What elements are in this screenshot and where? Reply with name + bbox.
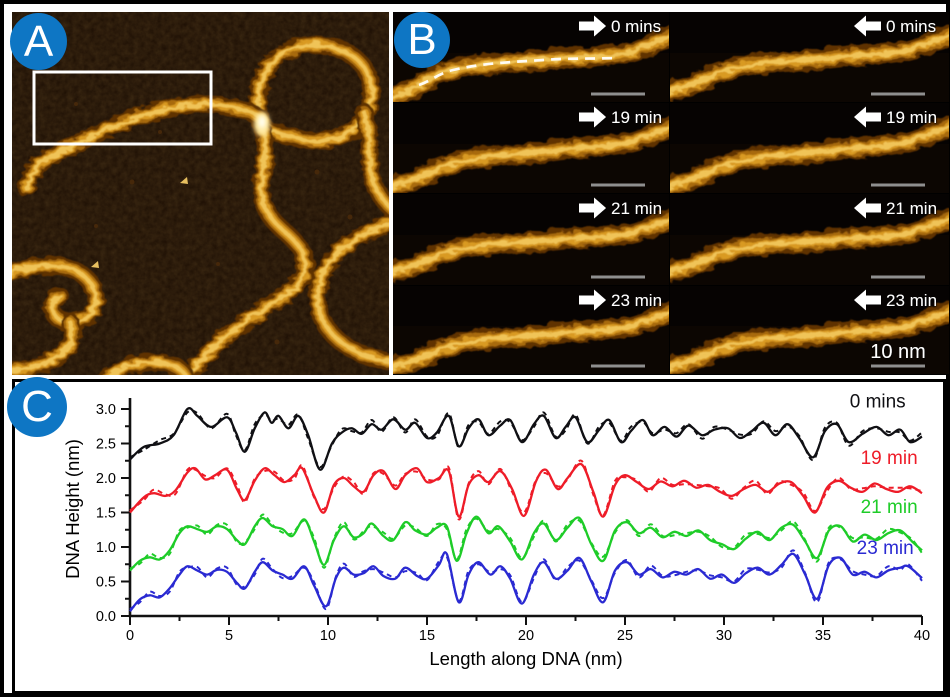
- afm-frame-19min-retrace: 19 min: [654, 103, 950, 198]
- dna-strand: [384, 307, 680, 371]
- y-tick-label: 0.5: [96, 575, 116, 591]
- measured-contour-dashed-line: [418, 56, 618, 87]
- x-tick-label: 5: [225, 628, 233, 644]
- afm-frame-image: 23 min: [376, 286, 688, 379]
- panel-a-afm-overview: [0, 12, 405, 397]
- y-tick-label: 1.0: [96, 540, 116, 556]
- background-specks: [74, 102, 353, 345]
- afm-frame-19min-trace: 19 min: [377, 103, 688, 198]
- afm-frame-image: 19 min: [377, 103, 688, 198]
- x-tick-label: 0: [126, 628, 134, 644]
- afm-frame-23min-retrace: 23 min 10 nm: [653, 286, 950, 379]
- series-19-min-dashed: [129, 459, 923, 521]
- series-0-mins-dashed: [129, 409, 923, 468]
- series-21-min-solid: [129, 515, 923, 572]
- series-label-19-min: 19 min: [861, 448, 918, 469]
- y-tick-label: 1.5: [96, 506, 116, 522]
- dna-strand-group: [653, 300, 950, 379]
- afm-frame-image: 0 mins: [653, 12, 950, 103]
- x-tick-label: 30: [716, 628, 732, 644]
- panel-label-c: C: [7, 377, 67, 437]
- x-tick-label: 15: [419, 628, 435, 644]
- dna-strand: [385, 122, 679, 190]
- y-tick-label: 2.5: [96, 437, 116, 453]
- arrow-right-icon: [579, 289, 606, 311]
- time-label: 19 min: [611, 108, 662, 127]
- x-axis-title: Length along DNA (nm): [429, 648, 622, 669]
- arrow-right-icon: [579, 106, 606, 128]
- dna-strand: [661, 308, 950, 371]
- arrow-left-icon: [854, 106, 881, 128]
- dna-strand-group: [653, 24, 950, 103]
- panel-label-a: A: [10, 13, 67, 70]
- afm-overview-image: [0, 12, 405, 397]
- time-label: 23 min: [611, 291, 662, 310]
- axis-ticks: [121, 408, 923, 625]
- x-tick-label: 25: [617, 628, 633, 644]
- dna-strand: [661, 32, 950, 95]
- x-tick-label: 35: [815, 628, 831, 644]
- series-0-mins-solid: [129, 407, 923, 471]
- time-label: 0 mins: [886, 17, 936, 36]
- dna-strand: [315, 220, 396, 364]
- panel-label-b: B: [394, 12, 450, 68]
- afm-frame-image: 19 min: [654, 103, 950, 198]
- time-label: 0 mins: [611, 17, 661, 36]
- dna-strand-group: [376, 207, 688, 283]
- y-tick-label: 0.0: [96, 609, 116, 625]
- dna-strand: [178, 130, 308, 388]
- panel-label-a-text: A: [23, 16, 54, 66]
- arrow-right-icon: [579, 197, 606, 219]
- arrow-left-icon: [854, 289, 881, 311]
- series-label-0-mins: 0 mins: [850, 392, 906, 413]
- time-label: 21 min: [611, 199, 662, 218]
- dna-strand-group: [653, 207, 950, 283]
- panel-label-c-text: C: [21, 382, 53, 431]
- series-label-21-min: 21 min: [861, 497, 918, 518]
- arrow-left-icon: [854, 15, 881, 37]
- panel-b-afm-timeseries: 0 mins 0 mins 19 min 19 min 21 min 21 min 23 m…: [376, 12, 950, 379]
- dna-strand: [4, 263, 98, 325]
- dna-strand-group: [377, 114, 688, 198]
- y-tick-label: 2.0: [96, 471, 116, 487]
- time-label: 23 min: [886, 291, 937, 310]
- afm-frame-0mins-retrace: 0 mins: [653, 12, 950, 103]
- dna-strand: [256, 42, 374, 144]
- time-label: 21 min: [886, 199, 937, 218]
- dna-strand: [6, 320, 75, 373]
- afm-frame-23min-trace: 23 min: [376, 286, 688, 379]
- panel-c-height-profile-chart: 0 5 10 15 20 25 30 35 40 0.0 0.5 1.0 1.5 2.0 2.5 3.0 Len…: [12, 379, 946, 694]
- afm-frame-image: 23 min 10 nm: [653, 286, 950, 379]
- scale-bar-label: 10 nm: [870, 341, 926, 363]
- series-21-min-dashed: [129, 513, 923, 570]
- x-tick-label: 10: [320, 628, 336, 644]
- tick-labels: 0 5 10 15 20 25 30 35 40 0.0 0.5 1.0 1.5 2.0 2.5 3.0: [96, 402, 930, 644]
- dna-strand: [661, 215, 950, 275]
- dna-strand-group: [654, 114, 950, 198]
- time-label: 19 min: [886, 108, 937, 127]
- debris-speck-icon: [91, 261, 99, 268]
- x-tick-label: 40: [914, 628, 930, 644]
- panel-label-b-text: B: [407, 15, 437, 64]
- afm-frame-image: 21 min: [653, 194, 950, 285]
- y-axis-title: DNA Height (nm): [62, 439, 83, 579]
- debris-speck-icon: [180, 177, 188, 184]
- afm-frame-image: 21 min: [376, 194, 688, 285]
- x-tick-label: 20: [518, 628, 534, 644]
- afm-frame-21min-retrace: 21 min: [653, 194, 950, 285]
- dna-strand: [384, 215, 680, 275]
- dna-strand-group: [376, 299, 688, 379]
- y-tick-label: 3.0: [96, 402, 116, 418]
- arrow-right-icon: [579, 15, 606, 37]
- afm-frame-21min-trace: 21 min: [376, 194, 688, 285]
- dna-strand: [24, 102, 264, 190]
- arrow-left-icon: [854, 197, 881, 219]
- bright-overlap-core: [258, 116, 266, 128]
- dna-strand: [662, 122, 950, 190]
- highlight-rect: [32, 70, 213, 146]
- series-label-23-min: 23 min: [857, 538, 914, 559]
- series-23-min-dashed: [129, 549, 923, 611]
- height-profile-chart: 0 5 10 15 20 25 30 35 40 0.0 0.5 1.0 1.5 2.0 2.5 3.0 Len…: [62, 392, 930, 669]
